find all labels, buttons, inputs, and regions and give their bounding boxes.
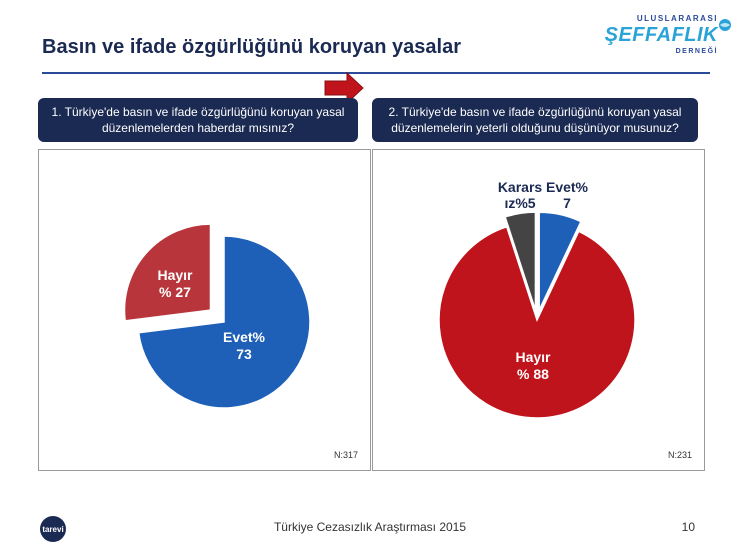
pie-label-hay-r: Hayır% 27 — [157, 267, 193, 300]
chart-panel-2: Evet% 7 Hayır% 88 Karars ız%5 N:231 — [372, 149, 705, 471]
pie-slice-karars-z — [504, 211, 537, 311]
question-1-box: 1. Türkiye'de basın ve ifade özgürlüğünü… — [38, 98, 358, 142]
pie-slice-hay-r — [123, 223, 212, 322]
pie-slice-hay-r — [438, 225, 636, 419]
question-2-box: 2. Türkiye'de basın ve ifade özgürlüğünü… — [372, 98, 698, 142]
logo-line-3: DERNEĞİ — [675, 48, 718, 55]
organization-logo: ULUSLARARASI ŞEFFAFLIK DERNEĞİ — [605, 14, 732, 62]
globe-icon — [719, 19, 731, 31]
pie-slice-evet — [137, 235, 311, 409]
footer-text: Türkiye Cezasızlık Araştırması 2015 — [273, 520, 467, 534]
logo-line-1: ULUSLARARASI — [636, 14, 718, 23]
pie-label-hay-r: Hayır% 88 — [515, 349, 551, 382]
footer-logo-text: tarevi — [42, 525, 63, 534]
pie-chart-2: Evet% 7 Hayır% 88 Karars ız%5 — [438, 179, 636, 419]
footer-logo: tarevi — [40, 516, 66, 542]
sample-size-2: N:231 — [667, 450, 692, 460]
pie-label-karars-z: Karars ız%5 — [498, 179, 543, 211]
arrow-icon — [324, 71, 364, 105]
pie-label-evet: Evet% 73 — [223, 329, 266, 362]
logo-line-2: ŞEFFAFLIK — [604, 24, 718, 46]
pie-slice-evet — [538, 211, 582, 311]
pie-label-evet: Evet% 7 — [546, 179, 589, 211]
pie-chart-1: Evet% 73 Hayır% 27 — [123, 223, 311, 409]
title-divider — [42, 72, 710, 74]
chart-panel-1: Evet% 73 Hayır% 27 N:317 — [38, 149, 371, 471]
page-title: Basın ve ifade özgürlüğünü koruyan yasal… — [42, 36, 462, 58]
sample-size-1: N:317 — [333, 450, 358, 460]
page-number: 10 — [681, 520, 695, 534]
